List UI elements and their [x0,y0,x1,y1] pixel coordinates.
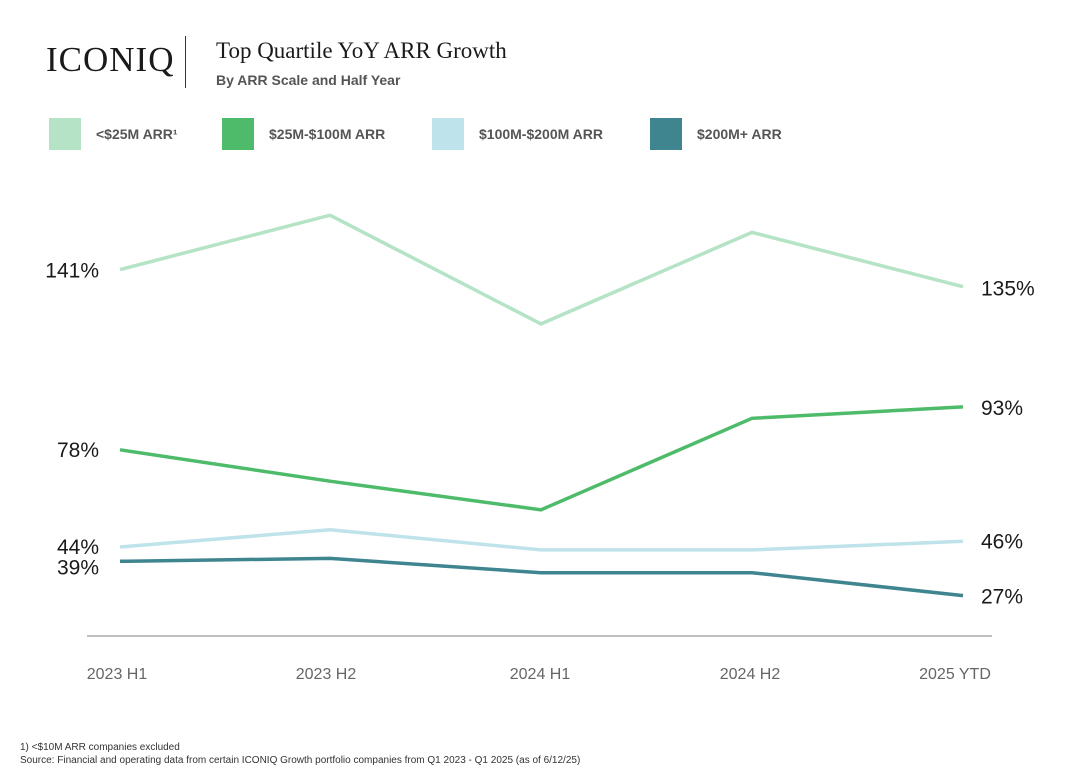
legend-swatch [49,118,81,150]
x-tick-label: 2024 H2 [720,666,781,683]
x-tick-label: 2025 YTD [919,666,991,683]
series-line [119,528,964,552]
legend-label: $200M+ ARR [697,126,782,142]
series-start-label: 44% [57,536,99,559]
legend-item-200m-plus: $200M+ ARR [650,118,782,150]
legend-swatch [432,118,464,150]
footnote-exclusion: 1) <$10M ARR companies excluded [20,742,180,753]
series-line [119,556,964,598]
series-start-label: 141% [45,260,99,283]
series-end-label: 46% [981,530,1023,553]
legend-swatch [222,118,254,150]
x-tick-label: 2023 H1 [87,666,148,683]
line-chart: 2023 H1 2023 H2 2024 H1 2024 H2 2025 YTD 141%… [45,213,1035,683]
legend-item-100m-200m: $100M-$200M ARR [432,118,603,150]
legend-label: <$25M ARR¹ [96,126,178,142]
series-end-label: 93% [981,397,1023,420]
chart-subtitle: By ARR Scale and Half Year [216,72,401,88]
series-start-label: 39% [57,556,99,579]
chart-title: Top Quartile YoY ARR Growth [216,38,507,63]
legend-label: $25M-$100M ARR [269,126,386,142]
x-tick-label: 2023 H2 [296,666,357,683]
series-line [119,213,964,326]
iconiq-logo: ICONIQ [46,40,175,79]
x-tick-label: 2024 H1 [510,666,571,683]
series-end-label: 135% [981,278,1035,301]
legend-swatch [650,118,682,150]
series-layer [119,213,964,598]
series-start-label: 78% [57,439,99,462]
footnote-source: Source: Financial and operating data fro… [20,755,581,766]
series-end-label: 27% [981,586,1023,609]
legend-label: $100M-$200M ARR [479,126,603,142]
legend-item-25m-100m: $25M-$100M ARR [222,118,385,150]
series-line [119,405,964,512]
label-layer: 2023 H1 2023 H2 2024 H1 2024 H2 2025 YTD 141%… [45,260,1034,683]
header-divider [185,36,186,88]
legend-item-lt25m: <$25M ARR¹ [49,118,178,150]
